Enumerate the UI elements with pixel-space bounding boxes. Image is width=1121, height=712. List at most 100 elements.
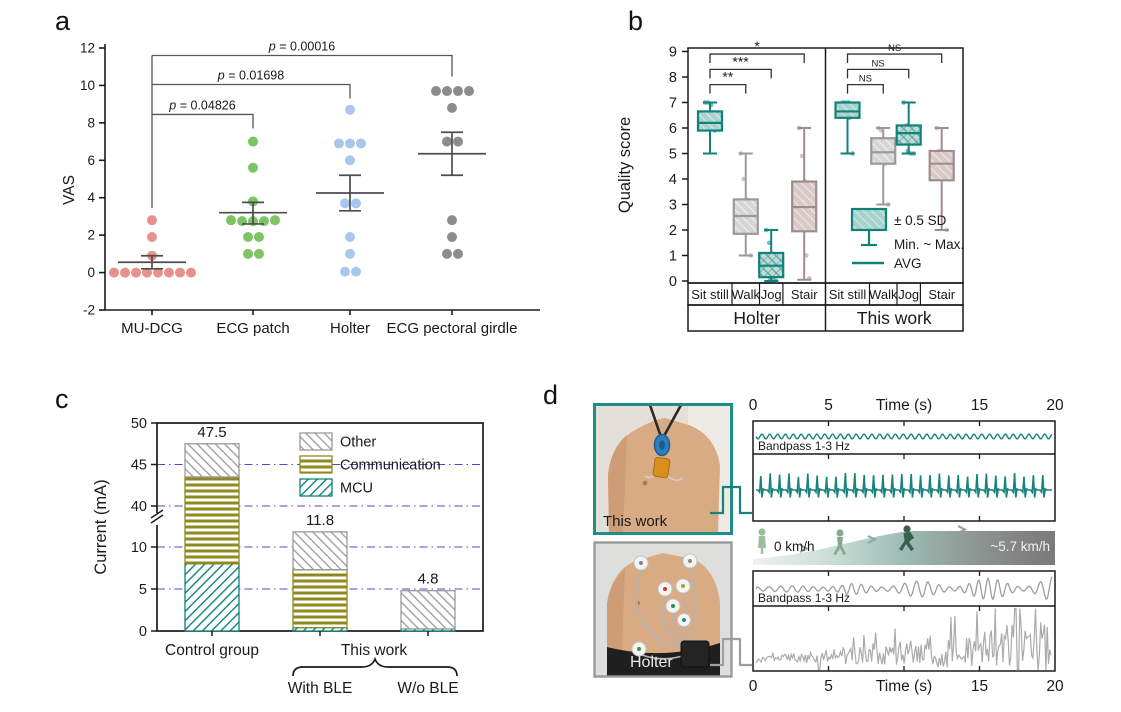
panel-d-waveform-chart: 0 5 Time (s) 15 20 Bandpass 1-3 Hz 0 km/h ~5.7 … — [710, 397, 1064, 695]
b-box-Holter-Sit still — [696, 100, 724, 155]
d-bottom-time-label: 20 — [1046, 678, 1064, 695]
d-top-time-label: 20 — [1046, 397, 1064, 414]
b-legend-avg-label: AVG — [894, 256, 922, 271]
photo-this-work-label: This work — [603, 513, 668, 530]
a-ytick: 10 — [80, 78, 95, 93]
a-errorbar — [316, 174, 384, 212]
a-ytick: 4 — [87, 190, 95, 205]
b-significance-label: NS — [888, 43, 901, 54]
b-box-This work-Walk — [870, 125, 897, 207]
a-pvalue-label: p = 0.04826 — [168, 98, 235, 112]
c-ylabel: Current (mA) — [92, 479, 110, 574]
a-ytick: 12 — [80, 41, 95, 56]
d-bottom-time-label: 15 — [971, 678, 988, 695]
d-holter-trace-box: Bandpass 1-3 Hz — [752, 570, 1056, 672]
c-bar-Control group — [184, 443, 240, 632]
scatter-point — [356, 138, 366, 149]
scatter-point — [254, 232, 264, 243]
scatter-point — [142, 267, 152, 278]
scatter-point — [447, 215, 457, 226]
b-activity-label: Stair — [928, 287, 955, 302]
scatter-point — [431, 86, 441, 97]
b-box-This work-Sit still — [834, 100, 861, 156]
panel-b-label: b — [628, 6, 644, 36]
a-significance-bracket — [152, 83, 351, 99]
person-standing-icon — [758, 528, 766, 554]
b-significance-label: *** — [732, 53, 749, 69]
a-category-label: MU-DCG — [121, 320, 183, 337]
scatter-point — [120, 267, 130, 278]
scatter-point — [186, 267, 196, 278]
c-segment-other — [292, 531, 348, 571]
d-bottom-time-label: Time (s) — [876, 678, 932, 695]
b-significance-label: NS — [871, 58, 884, 69]
c-ytick: 0 — [139, 624, 147, 640]
speed-arrow-icon — [867, 535, 878, 544]
a-errorbar — [118, 254, 186, 270]
b-activity-label: Jog — [761, 287, 782, 302]
b-activity-label: Stair — [791, 287, 818, 302]
c-ytick: 5 — [139, 582, 147, 598]
scatter-point — [453, 136, 463, 147]
a-series-ECG pectoral girdle — [431, 86, 474, 259]
c-bar-value-label: 11.8 — [306, 512, 334, 529]
b-significance-label: ** — [722, 69, 733, 85]
b-legend: ± 0.5 SD Min. ~ Max. AVG — [850, 207, 964, 271]
b-activity-label: Walk — [869, 287, 898, 302]
b-legend-minmax-label: Min. ~ Max. — [894, 237, 964, 252]
a-ytick: 0 — [87, 265, 95, 280]
pulse-icon-gray — [710, 637, 752, 667]
a-ylabel: VAS — [61, 175, 78, 205]
b-significance-bracket — [846, 53, 943, 64]
d-holter-bandpass-trace — [755, 576, 1053, 601]
b-activity-label: Sit still — [691, 287, 729, 302]
b-ytick: 0 — [669, 274, 677, 290]
c-sublabel-withble: With BLE — [288, 680, 353, 697]
scatter-point — [340, 198, 350, 209]
b-box-Holter-Stair — [791, 125, 818, 281]
scatter-point — [351, 266, 361, 277]
b-box-This work-Jog — [895, 100, 922, 156]
b-significance-bracket — [709, 84, 747, 94]
b-frame — [687, 47, 964, 332]
scatter-point — [442, 136, 452, 147]
scatter-point — [464, 86, 474, 97]
scatter-point — [345, 248, 355, 259]
speed-arrow-icon — [957, 525, 968, 534]
holter-recorder-device — [680, 640, 710, 668]
scatter-point — [243, 248, 253, 259]
b-ytick: 9 — [669, 45, 677, 61]
photo-this-work: This work — [593, 403, 733, 535]
scatter-point — [175, 267, 185, 278]
d-top-time-label: 15 — [971, 397, 988, 414]
a-ytick: 6 — [87, 153, 95, 168]
a-errorbar — [418, 131, 486, 177]
c-ytick: 40 — [131, 499, 147, 515]
b-ytick: 5 — [669, 147, 677, 163]
b-ytick: 1 — [669, 249, 677, 265]
speed-gradient-bar: 0 km/h ~5.7 km/h — [753, 525, 1055, 565]
b-significance-bracket — [709, 53, 805, 64]
speed-end-label: ~5.7 km/h — [990, 539, 1050, 554]
b-ytick: 8 — [669, 70, 677, 86]
c-ytick: 50 — [131, 416, 147, 432]
scatter-point — [447, 232, 457, 243]
d-holter-bandpass-label: Bandpass 1-3 Hz — [758, 591, 850, 605]
chest-patch-device — [652, 457, 671, 479]
scatter-point — [447, 102, 457, 113]
c-segment-other — [400, 590, 456, 630]
c-ytick: 10 — [131, 540, 147, 556]
d-holter-ecg-trace — [755, 607, 1052, 671]
b-activity-label: Walk — [732, 287, 761, 302]
d-bottom-time-label: 0 — [749, 678, 758, 695]
b-ytick: 2 — [669, 223, 677, 239]
scatter-point — [109, 267, 119, 278]
person-jogging-icon — [899, 525, 914, 551]
a-errorbar — [219, 201, 287, 225]
b-significance-label: * — [754, 38, 760, 54]
speed-start-label: 0 km/h — [774, 539, 815, 554]
pulse-icon-teal — [710, 485, 752, 515]
c-legend-label-mcu: MCU — [340, 481, 373, 497]
